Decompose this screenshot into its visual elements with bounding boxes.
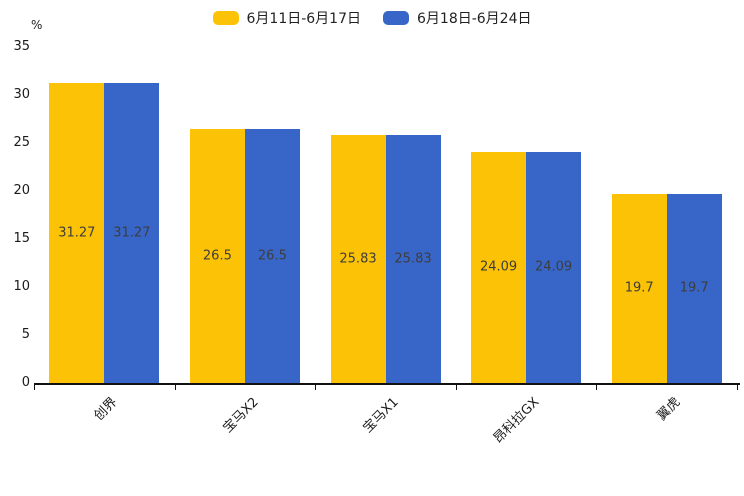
y-tick-label: 20 [13, 183, 30, 198]
y-axis-unit-label: % [31, 18, 43, 32]
bar-value-label: 26.5 [202, 248, 232, 264]
x-category-label: 宝马X2 [220, 394, 262, 436]
bar-value-label: 19.7 [679, 280, 709, 296]
x-tick-mark [596, 385, 598, 390]
bar-series2[interactable] [104, 82, 160, 383]
legend-item-series1[interactable]: 6月11日-6月17日 [212, 8, 362, 28]
bar-series2[interactable] [526, 151, 582, 383]
bar-value-label: 31.27 [58, 225, 96, 241]
legend-item-series2[interactable]: 6月18日-6月24日 [383, 8, 532, 28]
bar-series2[interactable] [385, 135, 441, 383]
bar-value-label: 19.7 [624, 280, 654, 296]
bar-series2[interactable] [244, 128, 300, 383]
y-tick-label: 0 [21, 375, 30, 390]
legend-swatch-yellow [212, 11, 239, 25]
x-tick-mark [174, 385, 176, 390]
bar-value-label: 24.09 [534, 259, 573, 275]
y-tick-label: 5 [21, 327, 30, 342]
bar-series1[interactable] [189, 128, 245, 383]
bar-value-label: 25.83 [394, 251, 432, 267]
legend-label: 6月18日-6月24日 [417, 11, 532, 27]
legend: 6月11日-6月17日 6月18日-6月24日 [0, 8, 744, 28]
x-tick-mark [315, 385, 317, 390]
x-category-label: 昂科拉GX [490, 394, 543, 447]
x-tick-mark [737, 385, 738, 390]
y-tick-label: 35 [13, 39, 30, 54]
y-tick-label: 30 [13, 87, 30, 102]
bar-series1[interactable] [611, 193, 667, 383]
x-tick-mark [34, 385, 35, 390]
x-axis-line [34, 383, 740, 385]
y-tick-label: 15 [13, 231, 30, 246]
bar-series1[interactable] [471, 151, 527, 383]
y-tick-label: 10 [13, 279, 30, 294]
bar-value-label: 25.83 [339, 251, 377, 267]
x-category-label: 宝马X1 [360, 394, 402, 436]
y-tick-label: 25 [13, 135, 30, 150]
bar-series1[interactable] [330, 135, 386, 383]
x-category-label: 翼虎 [654, 394, 684, 424]
bar-series1[interactable] [49, 82, 105, 383]
legend-label: 6月11日-6月17日 [246, 11, 362, 27]
bar-value-label: 24.09 [479, 259, 518, 275]
bar-value-label: 31.27 [113, 225, 151, 241]
bar-series2[interactable] [666, 193, 722, 383]
legend-swatch-blue [383, 11, 409, 25]
x-tick-mark [455, 385, 457, 390]
bar-value-label: 26.5 [257, 248, 287, 264]
